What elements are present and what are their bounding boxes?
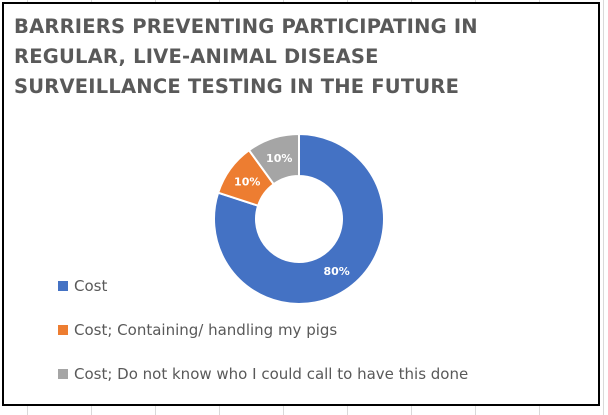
data-label-cost-unknown-contact: 10% <box>266 152 292 165</box>
legend-label-cost-handling: Cost; Containing/ handling my pigs <box>74 321 338 339</box>
legend-entry-cost: Cost <box>58 264 468 308</box>
legend-swatch-cost-handling <box>58 325 68 335</box>
donut-chart: 80% 10% 10% <box>213 132 385 305</box>
slice-cost[interactable] <box>213 132 385 305</box>
data-label-cost: 80% <box>323 265 349 278</box>
legend-entry-cost-unknown-contact: Cost; Do not know who I could call to ha… <box>58 352 468 396</box>
chart-title: BARRIERS PREVENTING PARTICIPATING IN REG… <box>14 15 478 98</box>
chart-area[interactable]: BARRIERS PREVENTING PARTICIPATING IN REG… <box>2 2 600 406</box>
legend-entry-cost-handling: Cost; Containing/ handling my pigs <box>58 308 468 352</box>
chart-legend: Cost Cost; Containing/ handling my pigs … <box>58 264 468 396</box>
legend-swatch-cost <box>58 281 68 291</box>
data-label-cost-handling: 10% <box>234 175 260 188</box>
legend-label-cost: Cost <box>74 277 108 295</box>
legend-swatch-cost-unknown-contact <box>58 369 68 379</box>
slice-cost-unknown-contact[interactable] <box>247 132 300 186</box>
legend-label-cost-unknown-contact: Cost; Do not know who I could call to ha… <box>74 365 469 383</box>
